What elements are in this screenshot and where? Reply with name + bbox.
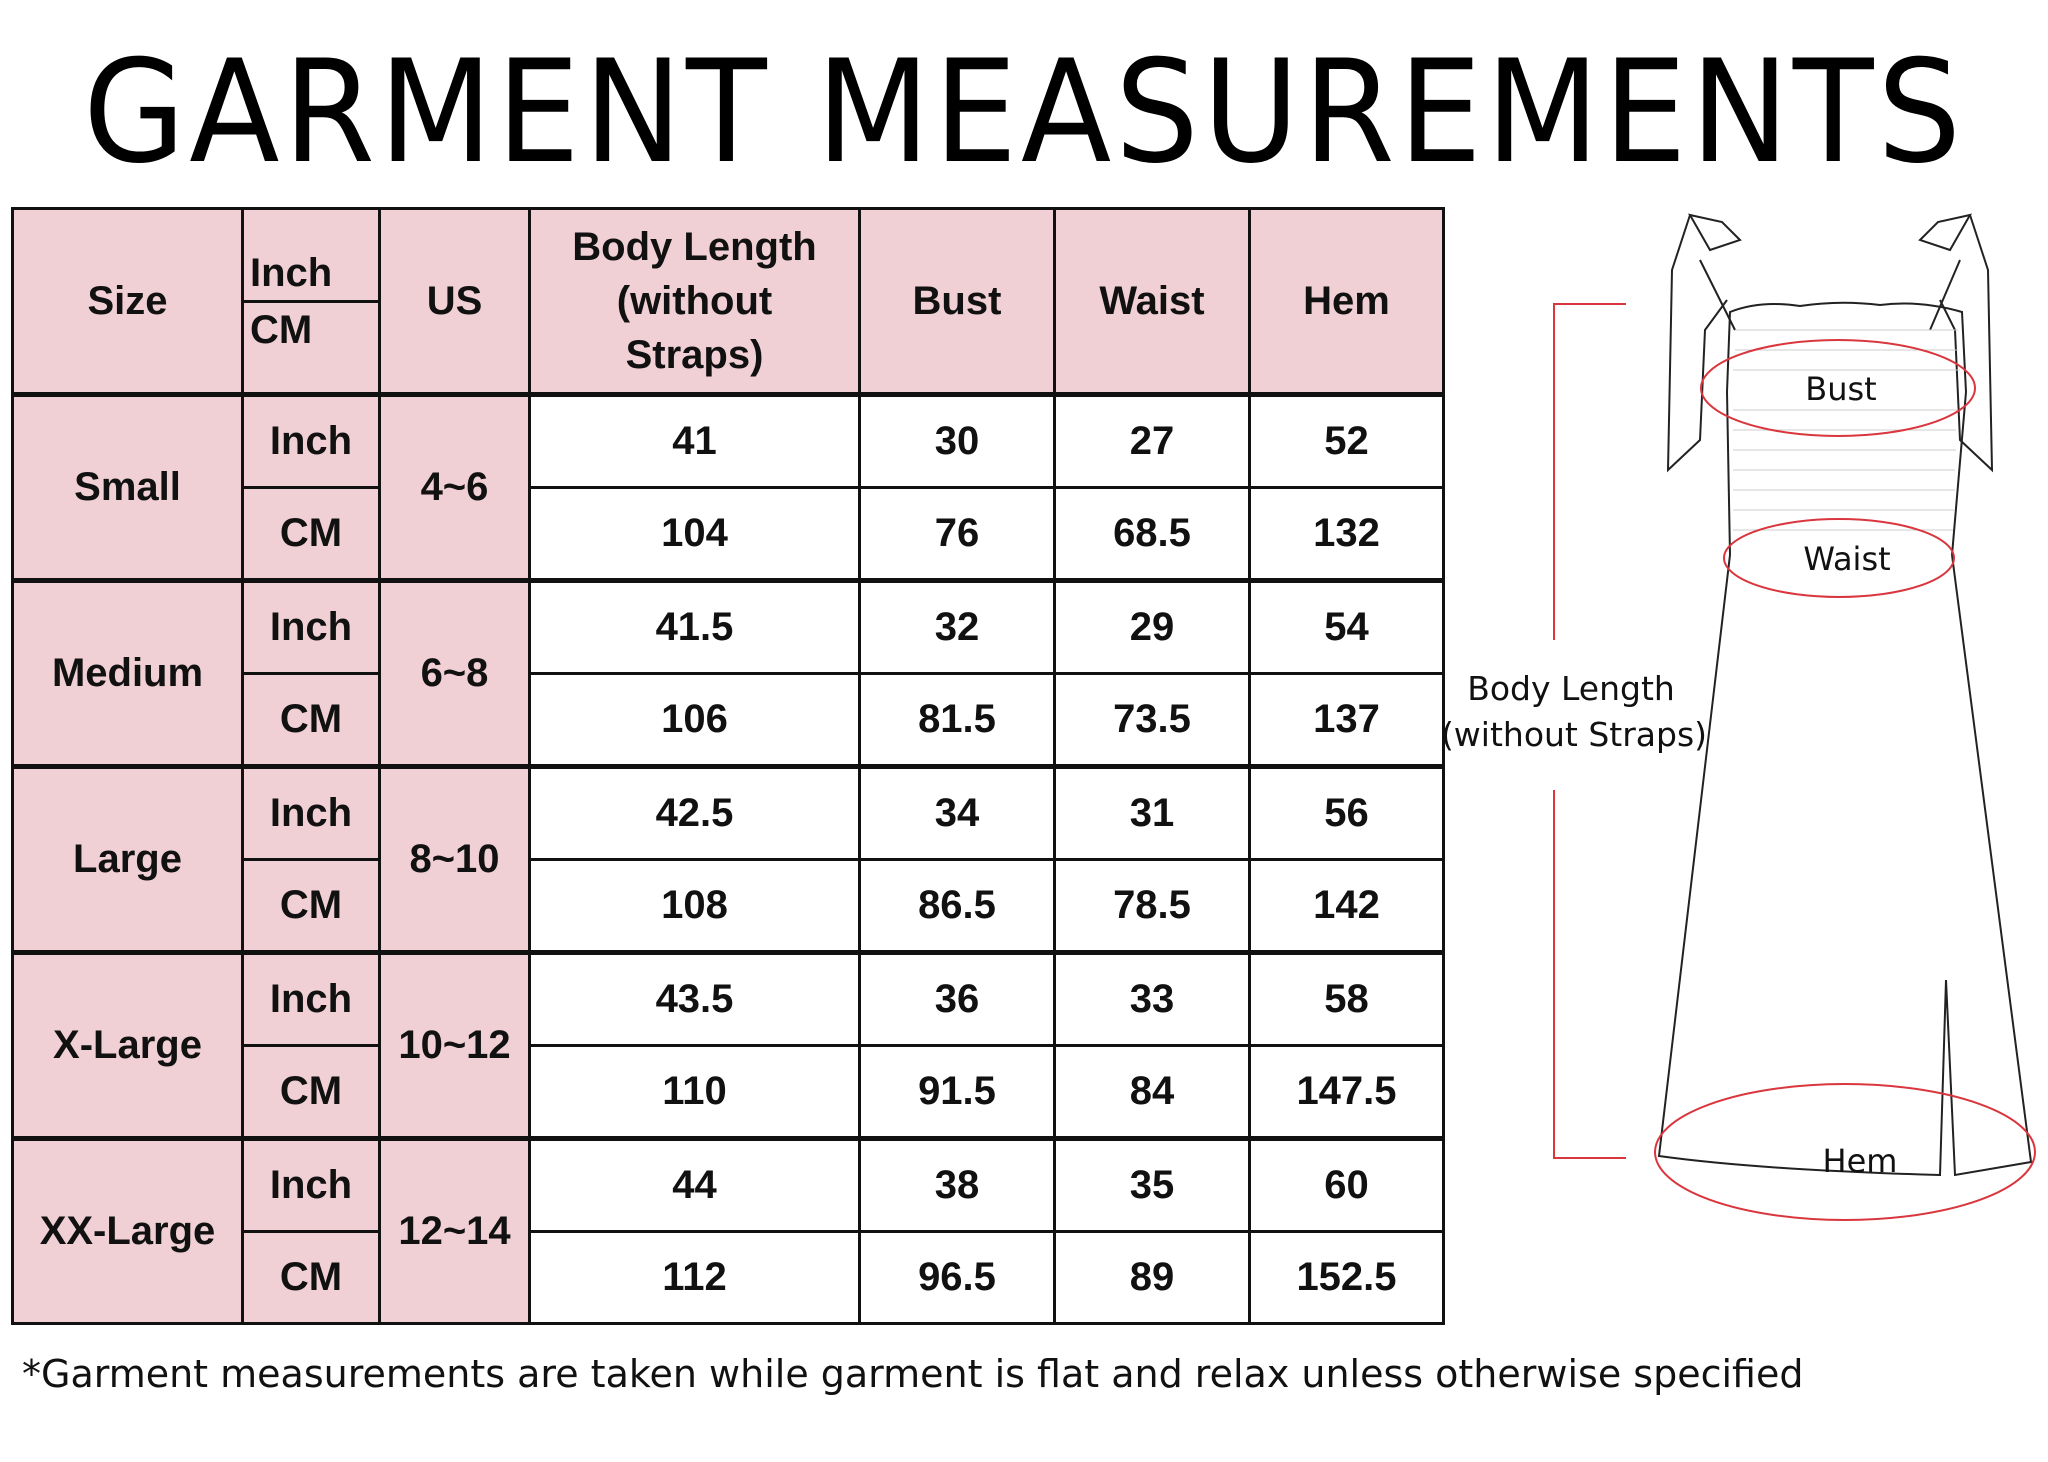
- header-row: Size Inch CM US Body Length (without Str…: [11, 207, 1445, 396]
- cell-hem: 137: [1248, 672, 1445, 768]
- size-name: Large: [11, 764, 244, 954]
- size-name: Medium: [11, 578, 244, 768]
- cell-waist: 29: [1053, 578, 1251, 675]
- cell-body-length: 106: [528, 672, 861, 768]
- cell-waist: 84: [1053, 1044, 1251, 1140]
- unit-label: CM: [241, 858, 381, 954]
- cell-bust: 36: [858, 950, 1056, 1047]
- cell-waist: 27: [1053, 392, 1251, 489]
- cell-hem: 152.5: [1248, 1230, 1445, 1325]
- cell-bust: 30: [858, 392, 1056, 489]
- cell-hem: 54: [1248, 578, 1445, 675]
- us-size: 8~10: [378, 764, 531, 954]
- cell-waist: 31: [1053, 764, 1251, 861]
- unit-label: Inch: [241, 1136, 381, 1233]
- waist-ellipse: [1723, 518, 1955, 598]
- waist-label: Waist: [1803, 540, 1890, 578]
- cell-body-length: 104: [528, 486, 861, 582]
- cell-waist: 78.5: [1053, 858, 1251, 954]
- smocking-texture: [1733, 329, 1960, 531]
- unit-label: Inch: [241, 578, 381, 675]
- cell-bust: 32: [858, 578, 1056, 675]
- cell-bust: 86.5: [858, 858, 1056, 954]
- cell-body-length: 41.5: [528, 578, 861, 675]
- cell-waist: 68.5: [1053, 486, 1251, 582]
- length-bracket: [1553, 303, 1626, 1159]
- unit-label: CM: [241, 1044, 381, 1140]
- table-row-cm: CM 112 96.5 89 152.5: [13, 1230, 1445, 1325]
- cell-bust: 81.5: [858, 672, 1056, 768]
- header-us: US: [378, 207, 531, 396]
- size-name: XX-Large: [11, 1136, 244, 1325]
- header-bust: Bust: [858, 207, 1056, 396]
- cell-bust: 38: [858, 1136, 1056, 1233]
- cell-bust: 76: [858, 486, 1056, 582]
- cell-bust: 96.5: [858, 1230, 1056, 1325]
- bust-ellipse: [1700, 339, 1976, 437]
- cell-hem: 147.5: [1248, 1044, 1445, 1140]
- cell-body-length: 43.5: [528, 950, 861, 1047]
- table-row-cm: CM 106 81.5 73.5 137: [13, 672, 1445, 768]
- cell-body-length: 41: [528, 392, 861, 489]
- cell-bust: 34: [858, 764, 1056, 861]
- page-title: GARMENT MEASUREMENTS: [83, 30, 1965, 195]
- unit-label: CM: [241, 1230, 381, 1325]
- cell-body-length: 108: [528, 858, 861, 954]
- cell-waist: 33: [1053, 950, 1251, 1047]
- header-hem: Hem: [1248, 207, 1445, 396]
- us-size: 10~12: [378, 950, 531, 1140]
- cell-body-length: 44: [528, 1136, 861, 1233]
- cell-hem: 132: [1248, 486, 1445, 582]
- cell-body-length: 42.5: [528, 764, 861, 861]
- cell-hem: 60: [1248, 1136, 1445, 1233]
- unit-label: Inch: [241, 392, 381, 489]
- cell-bust: 91.5: [858, 1044, 1056, 1140]
- us-size: 4~6: [378, 392, 531, 582]
- hem-ellipse: [1654, 1083, 2036, 1221]
- cell-waist: 89: [1053, 1230, 1251, 1325]
- size-chart-table: Size Inch CM US Body Length (without Str…: [11, 207, 1445, 1325]
- header-unit: Inch CM: [241, 207, 381, 396]
- cell-body-length: 112: [528, 1230, 861, 1325]
- table-row-inch: Medium Inch 6~8 41.5 32 29 54: [11, 578, 1445, 768]
- cell-hem: 56: [1248, 764, 1445, 861]
- cell-hem: 58: [1248, 950, 1445, 1047]
- size-name: Small: [11, 392, 244, 582]
- unit-label: Inch: [241, 950, 381, 1047]
- table-row-inch: XX-Large Inch 12~14 44 38 35 60: [11, 1136, 1445, 1325]
- body-length-label: Body Length: [1467, 669, 1675, 708]
- cell-hem: 52: [1248, 392, 1445, 489]
- table-row-inch: X-Large Inch 10~12 43.5 36 33 58: [11, 950, 1445, 1140]
- header-size: Size: [11, 207, 244, 396]
- us-size: 6~8: [378, 578, 531, 768]
- unit-label: CM: [241, 486, 381, 582]
- footnote: *Garment measurements are taken while ga…: [22, 1352, 1804, 1396]
- cell-body-length: 110: [528, 1044, 861, 1140]
- unit-label: Inch: [241, 764, 381, 861]
- dress-outline: [1657, 213, 2033, 1177]
- cell-waist: 73.5: [1053, 672, 1251, 768]
- table-row-cm: CM 110 91.5 84 147.5: [13, 1044, 1445, 1140]
- unit-label: CM: [241, 672, 381, 768]
- table-row-cm: CM 104 76 68.5 132: [13, 486, 1445, 582]
- table-row-inch: Small Inch 4~6 41 30 27 52: [11, 392, 1445, 582]
- bust-label: Bust: [1805, 370, 1876, 408]
- header-waist: Waist: [1053, 207, 1251, 396]
- cell-waist: 35: [1053, 1136, 1251, 1233]
- size-name: X-Large: [11, 950, 244, 1140]
- hem-label: Hem: [1823, 1142, 1898, 1180]
- body-length-sublabel: (without Straps): [1441, 715, 1707, 754]
- us-size: 12~14: [378, 1136, 531, 1325]
- header-body-length: Body Length (without Straps): [528, 207, 861, 396]
- header-unit-cm: CM: [244, 299, 378, 393]
- table-row-inch: Large Inch 8~10 42.5 34 31 56: [11, 764, 1445, 954]
- header-unit-inch: Inch: [250, 250, 333, 295]
- table-row-cm: CM 108 86.5 78.5 142: [13, 858, 1445, 954]
- cell-hem: 142: [1248, 858, 1445, 954]
